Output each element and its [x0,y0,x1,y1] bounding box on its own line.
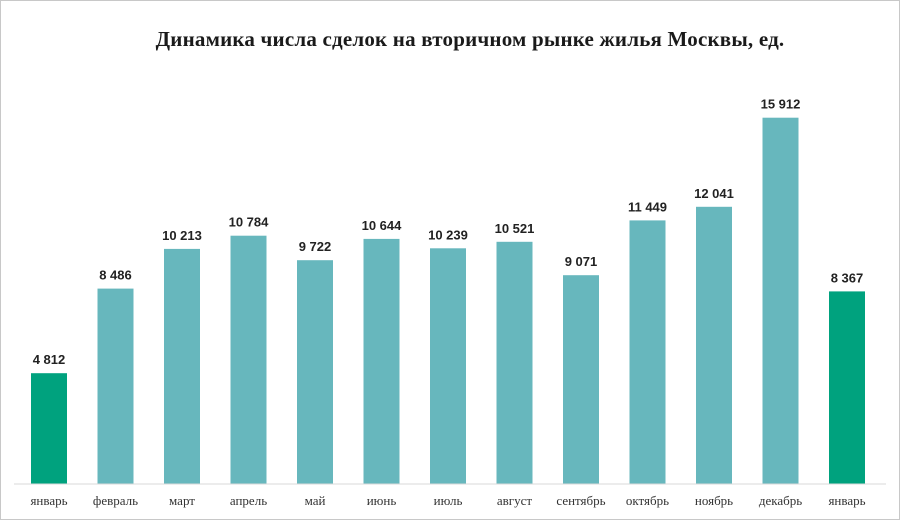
bar-9 [563,275,599,484]
chart-title: Динамика числа сделок на вторичном рынке… [155,27,785,51]
bar-5 [297,260,333,484]
category-label-8: август [497,493,533,508]
category-label-5: май [305,493,326,508]
value-label-1: 4 812 [33,352,66,367]
bar-12 [762,117,799,484]
value-label-10: 11 449 [628,199,667,214]
category-label-1: январь [30,493,67,508]
category-label-7: июль [434,493,463,508]
category-label-13: январь [828,493,865,508]
value-labels-group: 4 812 8 486 10 213 10 784 9 722 10 644 10 239 1… [33,97,864,368]
category-label-2: февраль [93,493,138,508]
bar-11 [696,206,732,485]
value-label-2: 8 486 [99,268,132,283]
bar-3 [164,248,200,484]
category-label-6: июнь [367,493,397,508]
value-label-13: 8 367 [831,270,864,285]
value-label-9: 9 071 [565,254,598,269]
value-label-3: 10 213 [162,228,202,243]
value-label-12: 15 912 [761,97,801,112]
value-label-7: 10 239 [428,227,468,242]
bar-13 [829,291,865,484]
category-label-3: март [169,493,195,508]
category-label-12: декабрь [759,493,802,508]
value-label-11: 12 041 [694,186,734,201]
bar-1 [31,373,67,484]
category-label-4: апрель [230,493,267,508]
bar-6 [363,238,400,484]
category-labels-group: январь февраль март апрель май июнь июль август… [30,493,865,508]
bar-4 [230,235,267,484]
value-label-6: 10 644 [362,218,403,233]
value-label-5: 9 722 [299,239,332,254]
category-label-11: ноябрь [695,493,733,508]
category-label-10: октябрь [626,493,669,508]
value-label-8: 10 521 [495,221,535,236]
bar-8 [496,241,533,484]
bar-7 [430,248,466,484]
bar-2 [97,288,134,484]
bar-10 [629,220,666,484]
category-label-9: сентябрь [556,493,605,508]
value-label-4: 10 784 [229,215,270,230]
bars-group [31,117,865,485]
